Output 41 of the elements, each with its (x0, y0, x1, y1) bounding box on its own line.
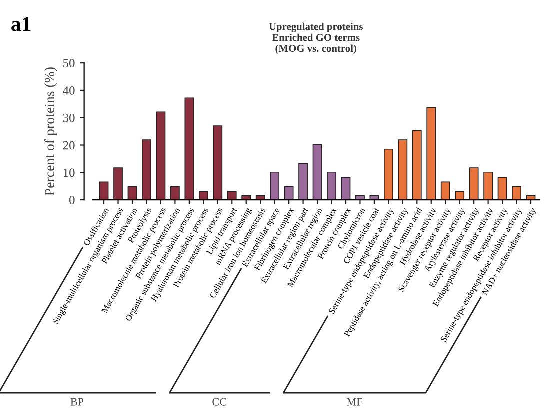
bar (412, 130, 422, 200)
bar (312, 144, 322, 200)
text: BP (70, 398, 84, 406)
y-axis-title: Percent of proteins (%) (44, 68, 58, 196)
bar (327, 172, 336, 200)
bar (198, 191, 208, 200)
bar (256, 196, 266, 200)
bar (384, 148, 394, 200)
bar (469, 168, 479, 200)
y-tick-label: 10 (64, 168, 75, 178)
text: a1 (12, 17, 31, 32)
bar (341, 177, 351, 200)
bar (184, 98, 194, 200)
bar (455, 191, 465, 200)
bar (142, 140, 152, 200)
bar (440, 182, 450, 200)
bar (398, 140, 408, 200)
bar (128, 186, 138, 200)
bar (284, 186, 294, 200)
bar (156, 112, 166, 200)
bar (298, 163, 308, 200)
bar (99, 182, 109, 200)
bar (213, 126, 223, 200)
bar (114, 168, 123, 200)
y-tick-label: 30 (63, 114, 75, 122)
y-tick-label: 0 (70, 196, 75, 204)
bar (498, 177, 508, 200)
y-tick-label: 40 (63, 86, 75, 95)
y-tick-label: 50 (64, 59, 75, 68)
bar (356, 196, 365, 200)
bar (242, 196, 252, 200)
bar (484, 172, 494, 200)
chart-title: Upregulated proteins Enriched GO terms (MOG vs. control) (269, 22, 363, 54)
text: CC (212, 398, 226, 406)
y-tick-label: 20 (63, 141, 75, 150)
bar (227, 191, 237, 200)
bar (426, 107, 436, 200)
bar (270, 172, 280, 200)
text: MF (347, 398, 362, 406)
bar (512, 186, 522, 200)
bar (170, 186, 180, 200)
